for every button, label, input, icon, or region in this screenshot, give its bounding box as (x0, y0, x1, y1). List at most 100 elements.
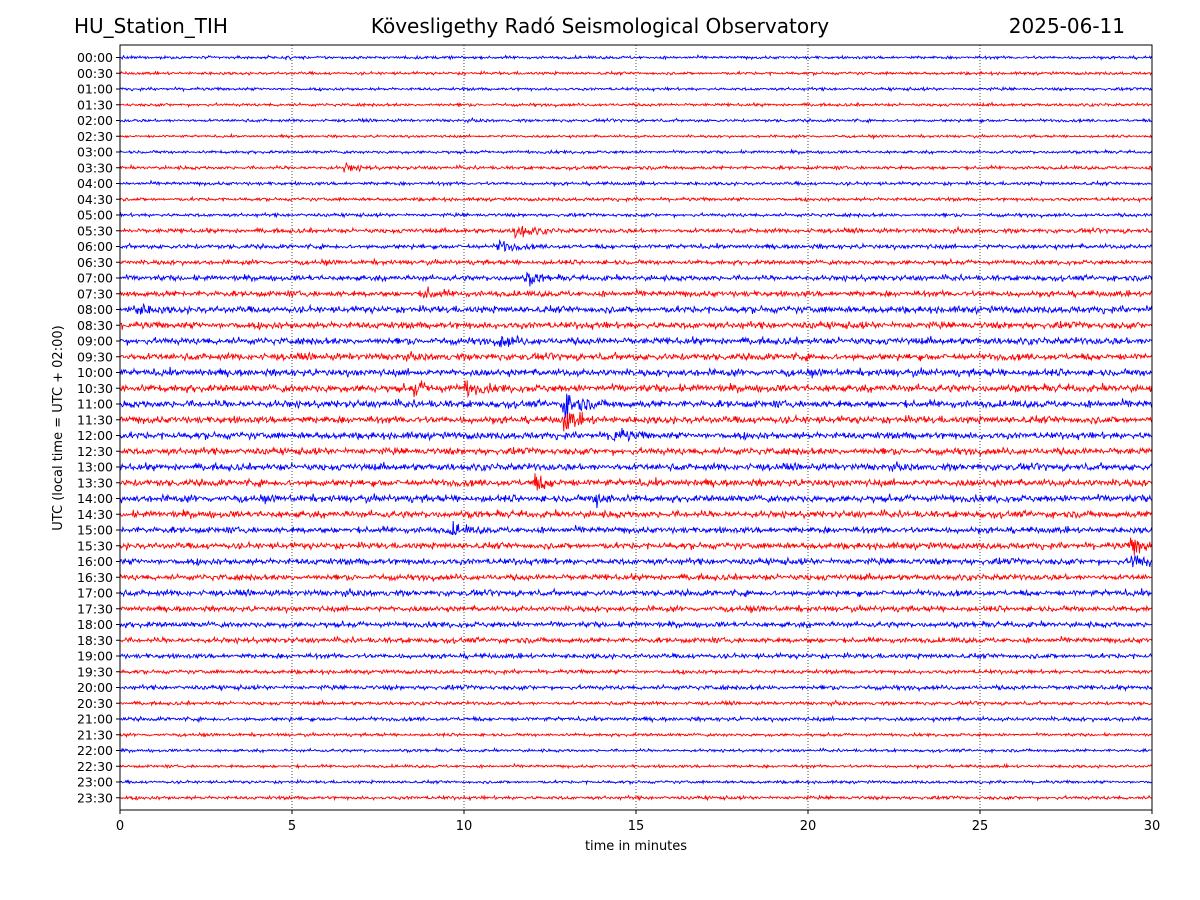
x-axis-ticks: 0 5 10 15 20 25 30 (116, 810, 1160, 834)
y-tick-label: 14:00 (77, 491, 113, 506)
y-axis-ticks: 00:0000:3001:0001:3002:0002:3003:0003:30… (77, 50, 120, 805)
trace-0230 (120, 132, 1152, 141)
trace-2200 (120, 746, 1152, 755)
y-tick-label: 04:30 (77, 192, 113, 207)
trace-0830 (120, 320, 1152, 331)
y-tick-label: 23:30 (77, 790, 113, 805)
trace-0600 (120, 238, 1152, 253)
trace-1900 (120, 651, 1152, 661)
trace-0930 (120, 351, 1152, 362)
y-tick-label: 19:30 (77, 664, 113, 679)
trace-1730 (120, 604, 1152, 615)
y-tick-label: 23:00 (77, 775, 113, 790)
trace-0030 (120, 69, 1152, 77)
trace-0400 (120, 179, 1152, 188)
y-tick-label: 07:30 (77, 286, 113, 301)
trace-0530 (120, 225, 1152, 240)
y-tick-label: 10:00 (77, 365, 113, 380)
y-tick-label: 19:00 (77, 649, 113, 664)
y-tick-label: 00:00 (77, 50, 113, 65)
y-tick-label: 14:30 (77, 507, 113, 522)
y-tick-label: 22:00 (77, 743, 113, 758)
y-tick-label: 02:00 (77, 113, 113, 128)
y-tick-label: 21:00 (77, 712, 113, 727)
trace-1930 (120, 668, 1152, 676)
station-label: HU_Station_TIH (74, 14, 228, 38)
trace-2300 (120, 778, 1152, 786)
x-tick-label: 30 (1144, 819, 1161, 834)
trace-0200 (120, 116, 1152, 124)
trace-0630 (120, 257, 1152, 267)
x-tick-label: 5 (288, 819, 296, 834)
trace-0800 (120, 302, 1152, 316)
y-tick-label: 12:30 (77, 444, 113, 459)
x-tick-label: 25 (972, 819, 989, 834)
y-tick-label: 07:00 (77, 271, 113, 286)
y-tick-label: 17:30 (77, 601, 113, 616)
trace-0330 (120, 162, 1152, 173)
y-tick-label: 11:00 (77, 397, 113, 412)
chart-date: 2025-06-11 (1008, 14, 1125, 38)
y-tick-label: 12:00 (77, 428, 113, 443)
trace-1030 (120, 380, 1152, 399)
trace-2130 (120, 731, 1152, 739)
trace-1100 (120, 393, 1152, 425)
trace-1200 (120, 427, 1152, 443)
x-tick-label: 0 (116, 819, 124, 834)
trace-1330 (120, 473, 1152, 491)
trace-1830 (120, 635, 1152, 646)
trace-2100 (120, 714, 1152, 724)
y-tick-label: 06:30 (77, 255, 113, 270)
y-tick-label: 20:00 (77, 680, 113, 695)
y-tick-label: 08:30 (77, 318, 113, 333)
y-tick-label: 00:30 (77, 66, 113, 81)
x-tick-label: 10 (456, 819, 473, 834)
grid-lines (291, 45, 981, 810)
y-tick-label: 22:30 (77, 759, 113, 774)
trace-0500 (120, 211, 1152, 219)
trace-2330 (120, 794, 1152, 802)
trace-1400 (120, 493, 1152, 509)
trace-0900 (120, 334, 1152, 348)
trace-2030 (120, 699, 1152, 708)
trace-0100 (120, 85, 1152, 93)
trace-1430 (120, 508, 1152, 520)
trace-1300 (120, 461, 1152, 473)
x-tick-label: 15 (628, 819, 645, 834)
y-tick-label: 13:30 (77, 475, 113, 490)
x-axis-label: time in minutes (585, 839, 687, 854)
y-tick-label: 02:30 (77, 129, 113, 144)
trace-2000 (120, 683, 1152, 693)
y-tick-label: 03:00 (77, 145, 113, 160)
y-tick-label: 05:00 (77, 208, 113, 223)
trace-1000 (120, 366, 1152, 379)
trace-0730 (120, 286, 1152, 299)
y-tick-label: 21:30 (77, 727, 113, 742)
y-tick-label: 13:00 (77, 460, 113, 475)
y-tick-label: 16:30 (77, 570, 113, 585)
trace-1500 (120, 520, 1152, 536)
y-tick-label: 05:30 (77, 223, 113, 238)
y-tick-label: 09:30 (77, 349, 113, 364)
y-tick-label: 20:30 (77, 696, 113, 711)
traces (120, 53, 1152, 802)
trace-1230 (120, 446, 1152, 457)
trace-0700 (120, 271, 1152, 287)
trace-1600 (120, 555, 1152, 568)
y-tick-label: 11:30 (77, 412, 113, 427)
y-tick-label: 01:30 (77, 97, 113, 112)
y-tick-label: 16:00 (77, 554, 113, 569)
chart-title: Kövesligethy Radó Seismological Observat… (370, 14, 830, 38)
y-tick-label: 08:00 (77, 302, 113, 317)
y-tick-label: 18:30 (77, 633, 113, 648)
trace-1630 (120, 572, 1152, 582)
trace-1800 (120, 620, 1152, 630)
trace-2230 (120, 762, 1152, 770)
y-tick-label: 15:00 (77, 523, 113, 538)
trace-1530 (120, 537, 1152, 556)
trace-0300 (120, 148, 1152, 156)
y-tick-label: 06:00 (77, 239, 113, 254)
y-tick-label: 17:00 (77, 586, 113, 601)
y-tick-label: 18:00 (77, 617, 113, 632)
trace-1700 (120, 587, 1152, 598)
